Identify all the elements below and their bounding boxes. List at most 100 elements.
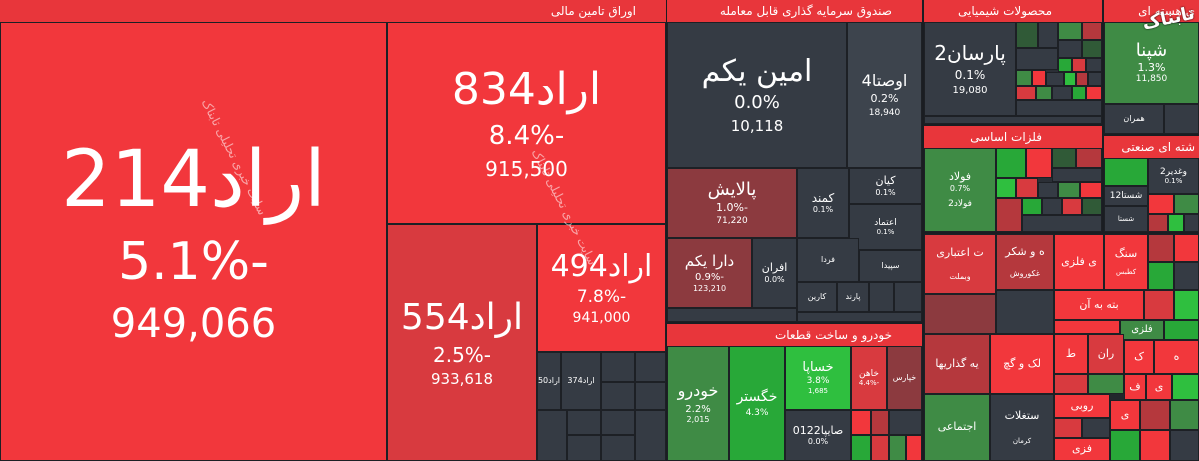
tile-cell[interactable] bbox=[996, 148, 1026, 178]
tile-mostaghelat[interactable]: ستغلات کرمان bbox=[990, 394, 1054, 461]
tile-cell[interactable] bbox=[1168, 214, 1184, 232]
tile-cell[interactable] bbox=[924, 294, 996, 334]
tile-foulad[interactable]: فولاد 0.7% فولاد2 bbox=[924, 148, 996, 232]
tile-cell[interactable] bbox=[1082, 22, 1102, 40]
tile-cell[interactable] bbox=[1076, 72, 1088, 86]
section-chem[interactable]: محصولات شیمیایی پارسان2 0.1% 19,080 bbox=[924, 0, 1102, 124]
tile-misc2[interactable]: ک bbox=[1124, 340, 1154, 374]
tile-cell[interactable] bbox=[1016, 100, 1102, 116]
tile-misc6[interactable]: ی bbox=[1146, 374, 1172, 400]
tile-cell[interactable] bbox=[1032, 70, 1046, 86]
tile-farda[interactable]: فردا bbox=[797, 238, 859, 282]
section-metals-header[interactable]: فلزات اساسی bbox=[924, 126, 1102, 148]
tile-cell[interactable] bbox=[567, 435, 601, 461]
tile-palayesh[interactable]: پالایش -1.0% 71,220 bbox=[667, 168, 797, 238]
tile-cell[interactable] bbox=[601, 382, 635, 410]
tile-cell[interactable] bbox=[1016, 178, 1038, 198]
tile-cell[interactable] bbox=[1082, 40, 1102, 58]
tile-cell[interactable] bbox=[1026, 148, 1052, 178]
tile-cell[interactable] bbox=[1038, 182, 1058, 198]
tile-cell[interactable] bbox=[924, 116, 1102, 124]
tile-cell[interactable] bbox=[667, 308, 797, 322]
section-auto-header[interactable]: خودرو و ساخت قطعات bbox=[667, 324, 922, 346]
tile-arad50[interactable]: اراد50 bbox=[537, 352, 561, 410]
tile-cell[interactable] bbox=[567, 410, 601, 435]
tile-cell[interactable] bbox=[1174, 290, 1199, 320]
tile-cell[interactable] bbox=[1052, 148, 1076, 168]
tile-arad554[interactable]: اراد554 -2.5% 933,618 bbox=[387, 224, 537, 461]
tile-ousta4[interactable]: اوصتا4 0.2% 18,940 bbox=[847, 22, 922, 168]
tile-cell[interactable] bbox=[1058, 22, 1082, 40]
tile-khaahan[interactable]: خاهن -4.4% bbox=[851, 346, 887, 410]
tile-cell[interactable] bbox=[1086, 86, 1102, 100]
tile-cell[interactable] bbox=[1054, 374, 1088, 394]
tile-cell[interactable] bbox=[1036, 86, 1052, 100]
tile-cell[interactable] bbox=[1042, 198, 1062, 215]
tile-kamand[interactable]: کمند 0.1% bbox=[797, 168, 849, 238]
tile-arad374[interactable]: اراد374 bbox=[561, 352, 601, 410]
tile-cell[interactable] bbox=[1038, 22, 1058, 48]
tile-cell[interactable] bbox=[1174, 194, 1199, 214]
tile-shasta12[interactable]: شستا12 bbox=[1104, 186, 1148, 206]
tile-cell[interactable] bbox=[1174, 262, 1199, 290]
tile-cell[interactable] bbox=[1058, 58, 1072, 72]
tile-cell[interactable] bbox=[635, 352, 666, 382]
tile-cell[interactable] bbox=[1148, 214, 1168, 232]
tile-cell[interactable] bbox=[1054, 320, 1120, 334]
tile-cell[interactable] bbox=[1170, 430, 1199, 461]
tile-cell[interactable] bbox=[1016, 70, 1032, 86]
tile-cell[interactable] bbox=[889, 435, 906, 461]
tile-hamran[interactable]: همران bbox=[1104, 104, 1164, 134]
tile-cell[interactable] bbox=[1072, 58, 1086, 72]
tile-misc4[interactable]: ه bbox=[1154, 340, 1199, 374]
tile-cell[interactable] bbox=[1080, 182, 1102, 198]
tile-cell[interactable] bbox=[1110, 430, 1140, 461]
tile-cell[interactable] bbox=[1016, 86, 1036, 100]
tile-cell[interactable] bbox=[1046, 72, 1064, 86]
tile-cell[interactable] bbox=[1064, 72, 1076, 86]
section-metals[interactable]: فلزات اساسی فولاد 0.7% فولاد2 bbox=[924, 126, 1102, 232]
tile-khegostar[interactable]: خگستر 4.3% bbox=[729, 346, 785, 461]
tile-cell[interactable] bbox=[889, 410, 922, 435]
tile-cell[interactable] bbox=[1052, 168, 1102, 182]
tile-cell[interactable] bbox=[1140, 400, 1170, 430]
tile-credit[interactable]: ت اعتباری وبملت bbox=[924, 234, 996, 294]
tile-cell[interactable] bbox=[1144, 290, 1174, 320]
tile-misc5[interactable]: ف bbox=[1124, 374, 1146, 400]
tile-cell[interactable] bbox=[1022, 215, 1102, 232]
tile-gozarha[interactable]: یه گذاریها bbox=[924, 334, 990, 394]
tile-cell[interactable] bbox=[996, 198, 1022, 232]
tile-cell[interactable] bbox=[1148, 262, 1174, 290]
tile-shapna[interactable]: شپنا 1.3% 11,850 bbox=[1104, 22, 1199, 104]
tile-cell[interactable] bbox=[635, 410, 666, 461]
tile-etemad[interactable]: اعتماد 0.1% bbox=[849, 204, 922, 250]
tile-cell[interactable] bbox=[996, 290, 1054, 334]
tile-arad214[interactable]: اراد214 -5.1% 949,066 bbox=[0, 22, 387, 461]
tile-parsan2[interactable]: پارسان2 0.1% 19,080 bbox=[924, 22, 1016, 116]
tile-cell[interactable] bbox=[1172, 374, 1199, 400]
tile-cell[interactable] bbox=[1016, 22, 1038, 48]
tile-cell[interactable] bbox=[1164, 104, 1199, 134]
section-bonds-header[interactable]: اوراق تامین مالی bbox=[0, 0, 666, 22]
tile-cell[interactable] bbox=[1170, 400, 1199, 430]
tile-misc9[interactable]: ی bbox=[1110, 400, 1140, 430]
section-misc[interactable]: ت اعتباری وبملت ه و شکر غکوروش ی فلزی سن… bbox=[924, 234, 1199, 461]
tile-kian[interactable]: کیان 0.1% bbox=[849, 168, 922, 204]
tile-cell[interactable] bbox=[1148, 234, 1174, 262]
section-fund-header[interactable]: صندوق سرمایه گذاری قابل معامله bbox=[667, 0, 922, 22]
tile-ifelzi[interactable]: ی فلزی bbox=[1054, 234, 1104, 290]
tile-cell[interactable] bbox=[1062, 198, 1082, 215]
tile-cell[interactable] bbox=[601, 410, 635, 435]
tile-khasapa[interactable]: خساپا 3.8% 1,685 bbox=[785, 346, 851, 410]
tile-cell[interactable] bbox=[1082, 418, 1110, 438]
tile-cell[interactable] bbox=[1148, 194, 1174, 214]
tile-cell[interactable] bbox=[1054, 418, 1082, 438]
tile-khodro[interactable]: خودرو 2.2% 2,015 bbox=[667, 346, 729, 461]
section-nuclear-header[interactable]: ی هسته ای bbox=[1104, 0, 1199, 22]
tile-cell[interactable] bbox=[1082, 198, 1102, 215]
tile-cell[interactable] bbox=[537, 410, 567, 461]
tile-sepida[interactable]: سپیدا bbox=[859, 250, 922, 282]
tile-cell[interactable] bbox=[1086, 58, 1102, 72]
tile-cell[interactable] bbox=[1058, 40, 1082, 58]
tile-arad494[interactable]: اراد494 -7.8% 941,000 bbox=[537, 224, 666, 352]
